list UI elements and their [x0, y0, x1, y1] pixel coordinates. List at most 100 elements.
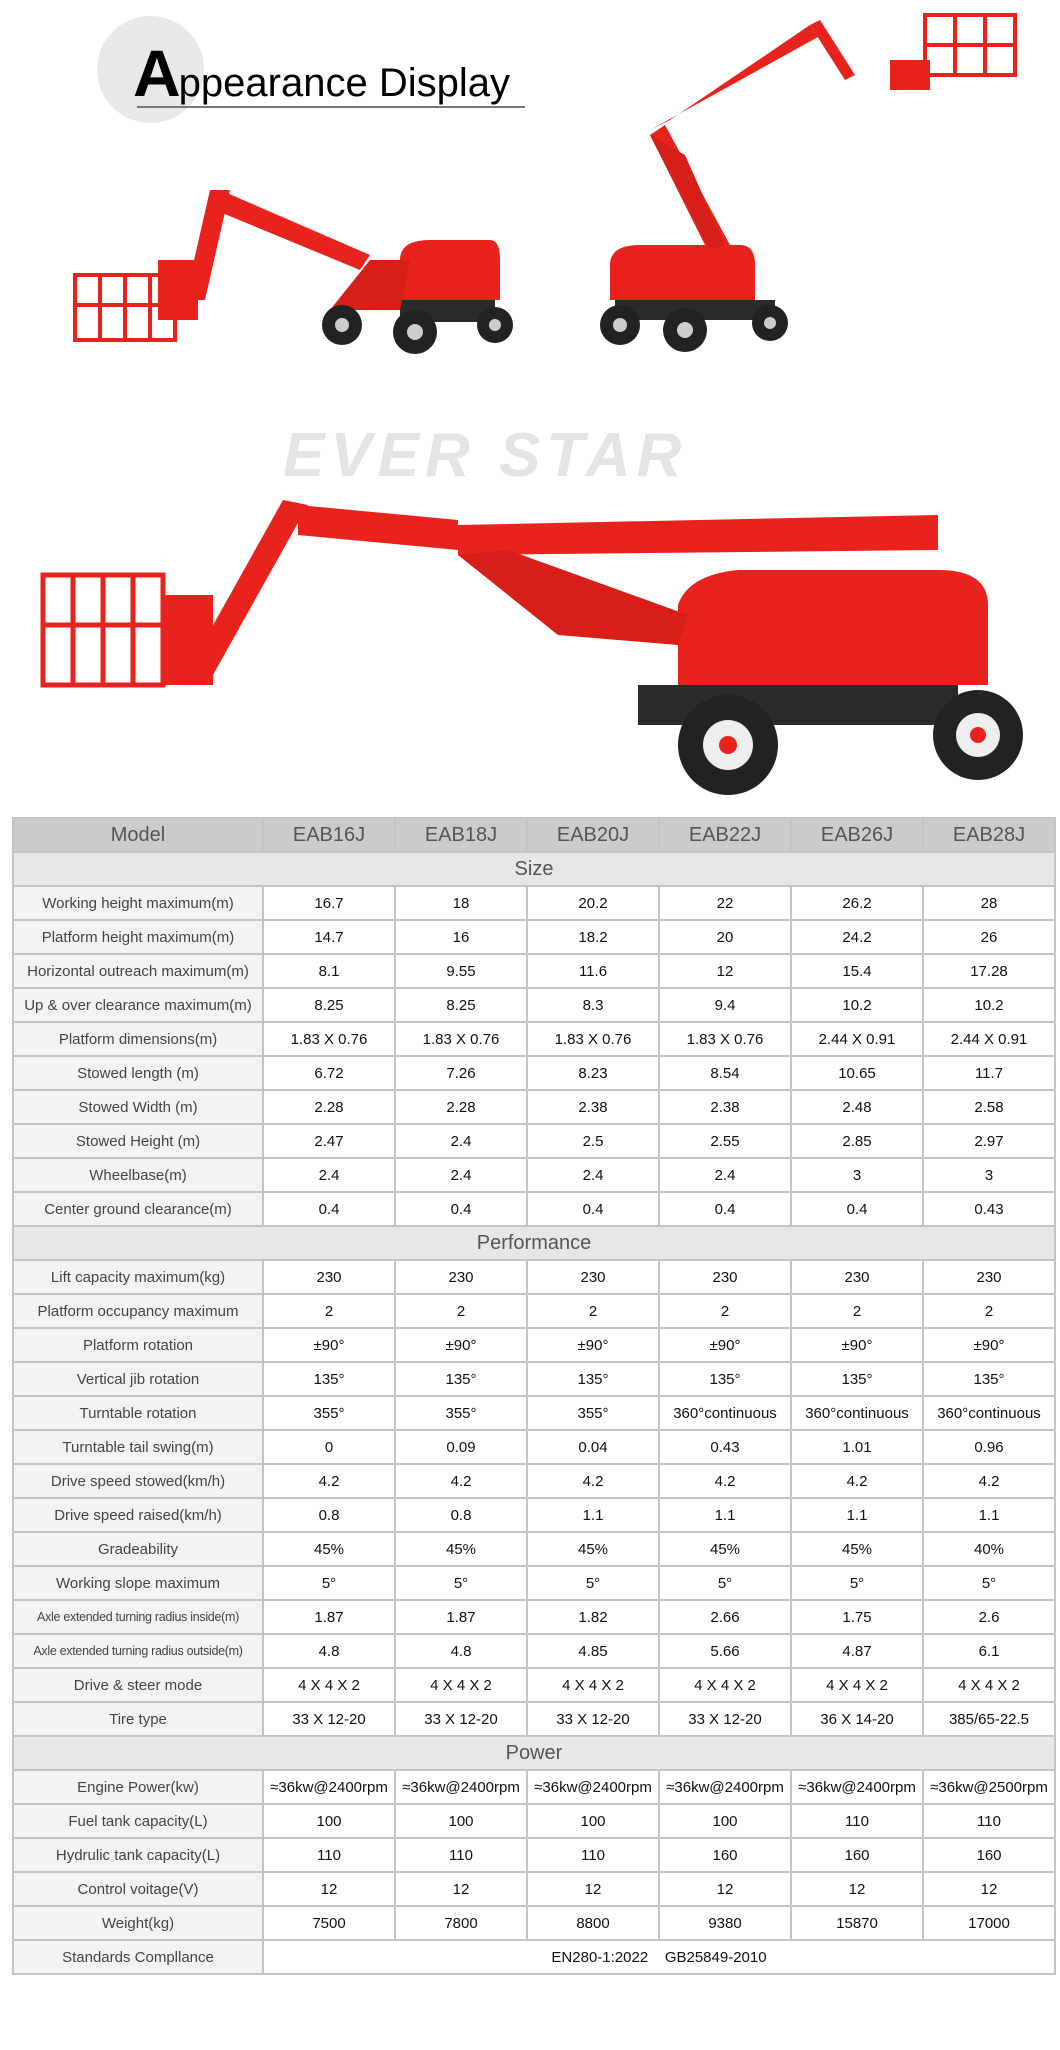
value-cell: 110: [790, 1803, 924, 1839]
row-label: Platform rotation: [12, 1327, 264, 1363]
value-cell: 3: [790, 1157, 924, 1193]
value-cell: 230: [922, 1259, 1056, 1295]
table-row: Wheelbase(m) 2.4 2.4 2.4 2.4 3 3: [12, 1157, 1056, 1193]
row-label: Standards Compllance: [12, 1939, 264, 1975]
value-cell: 7.26: [394, 1055, 528, 1091]
value-cell: ±90°: [526, 1327, 660, 1363]
row-label: Control voitage(V): [12, 1871, 264, 1907]
value-cell: 12: [658, 953, 792, 989]
value-cell: 17.28: [922, 953, 1056, 989]
value-cell: 230: [658, 1259, 792, 1295]
table-row: Stowed Width (m) 2.28 2.28 2.38 2.38 2.48 2.58: [12, 1089, 1056, 1125]
table-row: Lift capacity maximum(kg) 230 230 230 230 230…: [12, 1259, 1056, 1295]
value-cell: 1.01: [790, 1429, 924, 1465]
value-cell: 135°: [790, 1361, 924, 1397]
value-cell: 2.4: [658, 1157, 792, 1193]
value-cell: 18.2: [526, 919, 660, 955]
table-row: Fuel tank capacity(L) 100 100 100 100 110 110: [12, 1803, 1056, 1839]
value-cell: 3: [922, 1157, 1056, 1193]
value-cell: 16: [394, 919, 528, 955]
row-label: Vertical jib rotation: [12, 1361, 264, 1397]
value-cell: ±90°: [922, 1327, 1056, 1363]
value-cell: 2.44 X 0.91: [790, 1021, 924, 1057]
value-cell: 9.4: [658, 987, 792, 1023]
value-cell: 17000: [922, 1905, 1056, 1941]
value-cell: 0: [262, 1429, 396, 1465]
row-label: Platform dimensions(m): [12, 1021, 264, 1057]
value-cell: 160: [922, 1837, 1056, 1873]
value-cell: 8.1: [262, 953, 396, 989]
row-label: Platform occupancy maximum: [12, 1293, 264, 1329]
value-cell: 1.82: [526, 1599, 660, 1635]
title-underline: [137, 106, 525, 108]
table-row: Turntable rotation 355° 355° 355° 360°contin…: [12, 1395, 1056, 1431]
value-cell: 5°: [790, 1565, 924, 1601]
value-cell: 2: [922, 1293, 1056, 1329]
value-cell: 1.1: [658, 1497, 792, 1533]
value-cell: 0.04: [526, 1429, 660, 1465]
value-cell: 2.28: [262, 1089, 396, 1125]
value-cell: 0.8: [394, 1497, 528, 1533]
value-cell: 26: [922, 919, 1056, 955]
row-label: Up & over clearance maximum(m): [12, 987, 264, 1023]
table-row: Engine Power(kw) ≈36kw@2400rpm ≈36kw@2400r…: [12, 1769, 1056, 1805]
table-row: Up & over clearance maximum(m) 8.25 8.25 8.…: [12, 987, 1056, 1023]
table-row: Hydrulic tank capacity(L) 110 110 110 160 160…: [12, 1837, 1056, 1873]
value-cell: 33 X 12-20: [658, 1701, 792, 1737]
value-cell: ±90°: [394, 1327, 528, 1363]
value-cell: 2.55: [658, 1123, 792, 1159]
table-row: Working slope maximum 5° 5° 5° 5° 5° 5°: [12, 1565, 1056, 1601]
value-cell: 135°: [526, 1361, 660, 1397]
value-cell: 12: [658, 1871, 792, 1907]
table-row: Center ground clearance(m) 0.4 0.4 0.4 0.4 0.…: [12, 1191, 1056, 1227]
value-cell: 2: [262, 1293, 396, 1329]
value-cell: 2.66: [658, 1599, 792, 1635]
value-cell: 45%: [526, 1531, 660, 1567]
value-cell: 135°: [262, 1361, 396, 1397]
value-cell: 1.83 X 0.76: [658, 1021, 792, 1057]
value-cell: 230: [394, 1259, 528, 1295]
value-cell: 4.2: [262, 1463, 396, 1499]
value-cell: 1.83 X 0.76: [262, 1021, 396, 1057]
model-column-header: EAB26J: [790, 817, 924, 853]
value-cell: 33 X 12-20: [262, 1701, 396, 1737]
articulating-boom-lift-large-image: [40, 500, 1023, 795]
table-row: Axle extended turning radius outside(m) 4…: [12, 1633, 1056, 1669]
value-cell: 1.83 X 0.76: [526, 1021, 660, 1057]
value-cell: ≈36kw@2400rpm: [262, 1769, 396, 1805]
value-cell: 0.8: [262, 1497, 396, 1533]
value-cell: 135°: [922, 1361, 1056, 1397]
value-cell: 40%: [922, 1531, 1056, 1567]
value-cell: 2.47: [262, 1123, 396, 1159]
value-cell: 4.8: [394, 1633, 528, 1669]
page-title: Appearance Display: [133, 38, 510, 118]
value-cell: 2.5: [526, 1123, 660, 1159]
value-cell: 1.1: [922, 1497, 1056, 1533]
table-row: Control voitage(V) 12 12 12 12 12 12: [12, 1871, 1056, 1907]
value-cell: 4 X 4 X 2: [922, 1667, 1056, 1703]
value-cell: 2.4: [394, 1123, 528, 1159]
value-cell: 0.4: [262, 1191, 396, 1227]
model-column-header: EAB18J: [394, 817, 528, 853]
row-label: Working height maximum(m): [12, 885, 264, 921]
value-cell: 1.83 X 0.76: [394, 1021, 528, 1057]
table-row: Platform rotation ±90° ±90° ±90° ±90° ±90° ±90…: [12, 1327, 1056, 1363]
value-cell: 110: [394, 1837, 528, 1873]
value-cell: 2: [526, 1293, 660, 1329]
value-cell: 4.85: [526, 1633, 660, 1669]
value-cell: 160: [658, 1837, 792, 1873]
specification-table: Model EAB16J EAB18J EAB20J EAB22J EAB26J EAB28…: [12, 817, 1056, 1975]
value-cell: 4 X 4 X 2: [394, 1667, 528, 1703]
value-cell: 45%: [394, 1531, 528, 1567]
model-column-header: EAB20J: [526, 817, 660, 853]
value-cell: 4.2: [394, 1463, 528, 1499]
title-decoration-circle: [97, 16, 204, 123]
row-label: Drive speed stowed(km/h): [12, 1463, 264, 1499]
value-cell: 355°: [262, 1395, 396, 1431]
value-cell: 24.2: [790, 919, 924, 955]
value-cell: 6.1: [922, 1633, 1056, 1669]
value-cell: 4.2: [526, 1463, 660, 1499]
row-label: Tire type: [12, 1701, 264, 1737]
row-label: Lift capacity maximum(kg): [12, 1259, 264, 1295]
row-label: Fuel tank capacity(L): [12, 1803, 264, 1839]
